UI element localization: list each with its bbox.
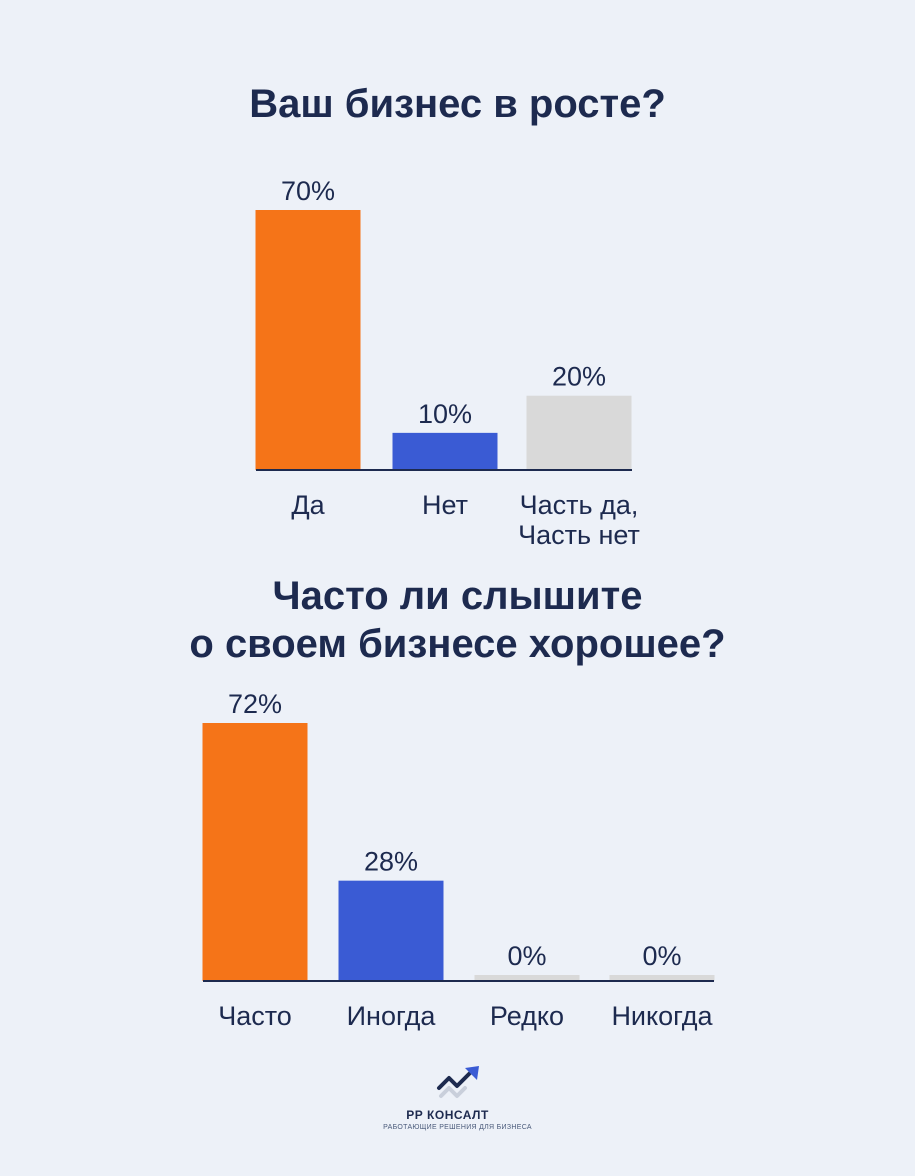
growth-arrow-icon: [436, 1066, 479, 1098]
logo-tagline: РАБОТАЮЩИЕ РЕШЕНИЯ ДЛЯ БИЗНЕСА: [383, 1124, 532, 1131]
chart-1-value-label-1: 70%: [281, 176, 335, 206]
chart-2-value-label-4: 0%: [642, 941, 681, 971]
chart-1-category-label-1: Да: [291, 490, 325, 520]
chart-1-title: Ваш бизнес в росте?: [249, 82, 666, 126]
chart-2-bar-3: [474, 975, 580, 981]
chart-1-bar-1: [255, 210, 361, 470]
chart-2-category-label-3: Редко: [490, 1001, 564, 1031]
chart-2-bar-2: [338, 880, 444, 981]
chart-1-value-label-2: 10%: [418, 399, 472, 429]
chart-1-category-label-2: Нет: [422, 490, 468, 520]
chart-2-value-label-1: 72%: [228, 689, 282, 719]
chart-1: 70% Да 10% Нет 20% Часть да, Часть нет: [255, 176, 640, 550]
chart-2-category-label-1: Часто: [218, 1001, 292, 1031]
company-logo: РР КОНСАЛТ РАБОТАЮЩИЕ РЕШЕНИЯ ДЛЯ БИЗНЕС…: [0, 1066, 915, 1131]
chart-2-category-label-2: Иногда: [347, 1001, 437, 1031]
chart-1-value-label-3: 20%: [552, 362, 606, 392]
chart-1-bar-3: [526, 395, 632, 470]
chart-1-category-label-3: Часть да, Часть нет: [518, 490, 640, 550]
chart-2-value-label-3: 0%: [507, 941, 546, 971]
chart-2-value-label-2: 28%: [364, 847, 418, 877]
logo-name: РР КОНСАЛТ: [406, 1108, 489, 1122]
chart-2-bar-1: [202, 723, 308, 981]
chart-2-category-label-4: Никогда: [611, 1001, 713, 1031]
chart-2: 72% Часто 28% Иногда 0% Редко 0% Никогда: [202, 689, 715, 1031]
chart-2-title: Часто ли слышите о своем бизнесе хорошее?: [189, 574, 726, 666]
chart-2-bar-4: [609, 975, 715, 981]
chart-1-bar-2: [392, 432, 498, 470]
